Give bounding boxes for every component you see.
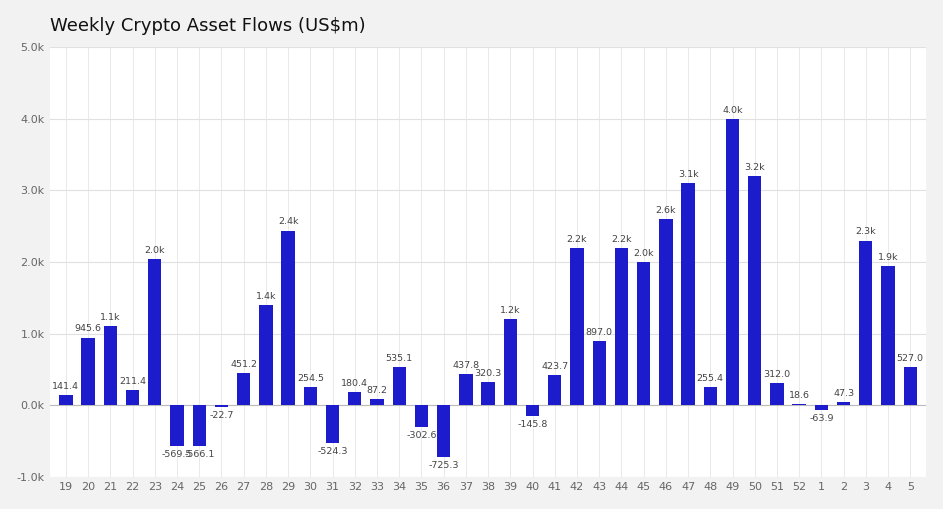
Bar — [792, 404, 806, 405]
Text: -725.3: -725.3 — [428, 461, 459, 470]
Text: 2.2k: 2.2k — [567, 235, 587, 244]
Bar — [281, 231, 295, 405]
Bar — [81, 337, 95, 405]
Text: -566.1: -566.1 — [184, 450, 214, 459]
Bar — [148, 259, 161, 405]
Text: 2.6k: 2.6k — [655, 206, 676, 215]
Bar — [171, 405, 184, 446]
Bar — [837, 402, 851, 405]
Bar — [726, 119, 739, 405]
Text: -302.6: -302.6 — [406, 431, 437, 440]
Text: 254.5: 254.5 — [297, 374, 323, 383]
Bar — [392, 367, 405, 405]
Bar — [770, 383, 784, 405]
Text: 2.0k: 2.0k — [634, 249, 653, 258]
Text: -569.5: -569.5 — [162, 450, 192, 459]
Bar — [215, 405, 228, 407]
Bar — [526, 405, 539, 416]
Text: 2.0k: 2.0k — [144, 246, 165, 255]
Text: 3.1k: 3.1k — [678, 170, 699, 179]
Bar — [659, 219, 672, 405]
Text: 312.0: 312.0 — [764, 370, 790, 379]
Bar — [304, 387, 317, 405]
Bar — [482, 382, 495, 405]
Bar — [459, 374, 472, 405]
Bar — [192, 405, 206, 446]
Text: 2.2k: 2.2k — [611, 235, 632, 244]
Text: 2.3k: 2.3k — [855, 228, 876, 236]
Text: 47.3: 47.3 — [833, 389, 854, 398]
Bar — [59, 395, 73, 405]
Bar — [615, 248, 628, 405]
Text: 945.6: 945.6 — [74, 324, 102, 333]
Bar — [237, 373, 250, 405]
Bar — [882, 266, 895, 405]
Bar — [415, 405, 428, 427]
Bar — [104, 326, 117, 405]
Text: 897.0: 897.0 — [586, 328, 613, 337]
Bar — [682, 183, 695, 405]
Text: 451.2: 451.2 — [230, 360, 257, 369]
Bar — [504, 319, 517, 405]
Text: 180.4: 180.4 — [341, 379, 369, 388]
Bar — [437, 405, 451, 457]
Text: 87.2: 87.2 — [367, 386, 388, 395]
Bar — [371, 399, 384, 405]
Text: 527.0: 527.0 — [897, 354, 924, 363]
Bar — [903, 367, 917, 405]
Bar — [259, 305, 273, 405]
Text: 320.3: 320.3 — [474, 369, 502, 378]
Bar — [592, 341, 605, 405]
Bar — [748, 176, 761, 405]
Bar — [326, 405, 339, 443]
Bar — [126, 390, 140, 405]
Text: 2.4k: 2.4k — [278, 217, 298, 227]
Text: 437.8: 437.8 — [453, 361, 479, 370]
Text: 1.9k: 1.9k — [878, 253, 899, 262]
Text: 3.2k: 3.2k — [744, 163, 765, 172]
Text: 1.4k: 1.4k — [256, 292, 276, 301]
Text: 141.4: 141.4 — [53, 382, 79, 391]
Text: -524.3: -524.3 — [317, 447, 348, 456]
Bar — [637, 262, 651, 405]
Text: 255.4: 255.4 — [697, 374, 724, 383]
Text: 18.6: 18.6 — [788, 391, 810, 400]
Text: 4.0k: 4.0k — [722, 106, 743, 115]
Bar — [815, 405, 828, 410]
Text: 1.1k: 1.1k — [100, 314, 121, 322]
Bar — [571, 248, 584, 405]
Text: Weekly Crypto Asset Flows (US$m): Weekly Crypto Asset Flows (US$m) — [50, 17, 366, 35]
Text: -63.9: -63.9 — [809, 414, 834, 423]
Text: 535.1: 535.1 — [386, 354, 413, 363]
Bar — [703, 387, 717, 405]
Text: -145.8: -145.8 — [518, 420, 548, 429]
Bar — [348, 392, 361, 405]
Text: 211.4: 211.4 — [119, 377, 146, 386]
Bar — [548, 375, 561, 405]
Text: 1.2k: 1.2k — [500, 306, 521, 315]
Bar — [859, 241, 872, 405]
Text: -22.7: -22.7 — [209, 411, 234, 420]
Text: 423.7: 423.7 — [541, 362, 569, 371]
